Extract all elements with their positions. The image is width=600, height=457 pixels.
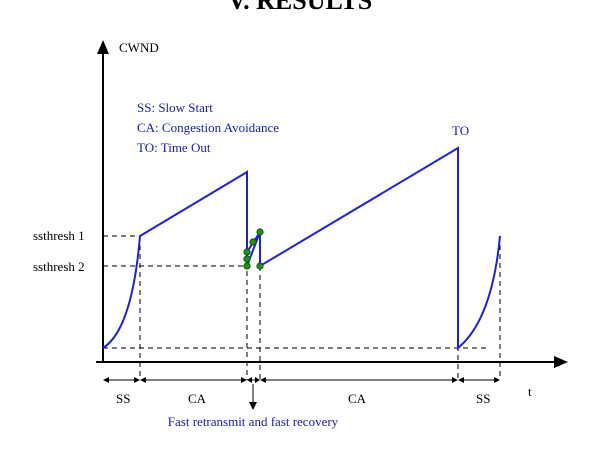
y-axis-label: CWND [119,40,159,55]
recovery-dot [256,262,264,270]
timeout-label: TO [452,123,469,138]
span-arrowheads [103,377,500,383]
cwnd-curve [102,146,501,351]
recovery-dot [243,262,251,270]
arrowhead-icon [458,377,464,383]
arrowhead-icon [247,377,252,383]
arrowhead-icon [134,377,140,383]
recovery-dot [249,238,257,246]
legend-slow-start: SS: Slow Start [137,100,213,115]
x-axis-arrow-icon [554,356,568,368]
arrowhead-icon [241,377,247,383]
arrowhead-icon [494,377,500,383]
recovery-dot [243,248,251,256]
phase-label-ca-1: CA [188,391,207,406]
legend-congestion-avoidance: CA: Congestion Avoidance [137,120,279,135]
phase-label-ca-2: CA [348,391,367,406]
arrowhead-icon [452,377,458,383]
section-heading: V. RESULTS [227,0,373,15]
arrowhead-icon [260,377,266,383]
arrowhead-icon [255,377,260,383]
x-axis-label: t [528,384,532,399]
recovery-dot [243,255,251,263]
recovery-dot [256,228,264,236]
y-axis-arrow-icon [97,40,109,54]
fast-recovery-dots [243,228,264,270]
dashed-guides [103,148,501,380]
fast-retransmit-arrow-icon [249,402,257,410]
ssthresh-2-label: ssthresh 2 [33,259,85,274]
arrowhead-icon [103,377,109,383]
ssthresh-1-label: ssthresh 1 [33,228,85,243]
legend-time-out: TO: Time Out [137,140,211,155]
phase-label-ss-2: SS [476,391,490,406]
phase-label-ss-1: SS [116,391,130,406]
fast-retransmit-label: Fast retransmit and fast recovery [168,414,339,429]
arrowhead-icon [140,377,146,383]
